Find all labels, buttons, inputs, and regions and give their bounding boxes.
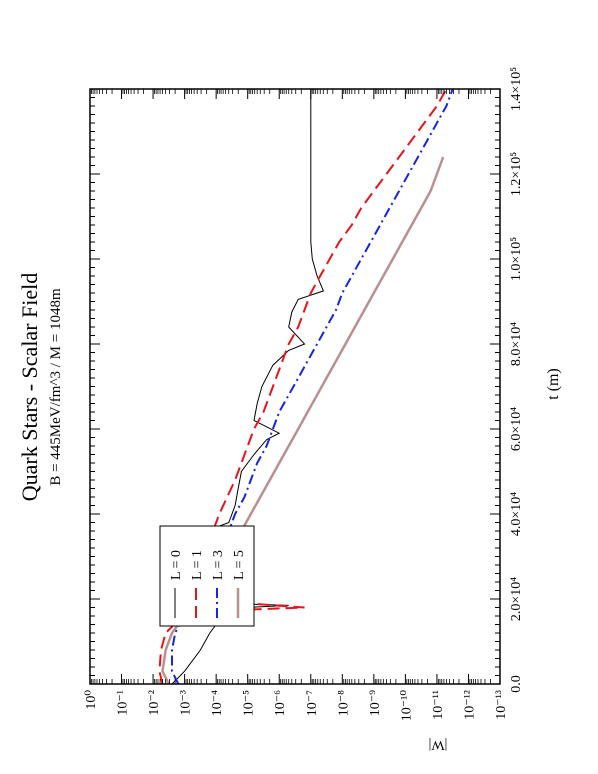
x-axis: 0.0 2.0×10⁴ 4.0×10⁴ 6.0×10⁴ 8.0×10⁴ 1.0×10⁵ 1.… [90,67,524,693]
y-axis: 10⁰ 10⁻¹ 10⁻² 10⁻³ 10⁻⁴ 10⁻⁵ 10⁻⁶ 10⁻⁷ 10⁻⁸ 10⁻⁹ 1… [84,89,509,721]
legend-box [159,525,255,627]
chart-subtitle: B = 445MeV/fm^3 / M = 1048m [48,288,64,486]
y-tick-label: 10⁻² [147,690,162,716]
legend-label: L = 1 [190,550,205,580]
y-tick-label: 10⁻⁹ [368,690,383,716]
x-tick-label: 1.4×10⁵ [509,67,524,111]
y-tick-label: 10⁻¹³ [494,690,509,720]
x-tick-label: 2.0×10⁴ [509,577,524,621]
x-tick-label: 1.0×10⁵ [509,237,524,281]
x-tick-label: 6.0×10⁴ [509,407,524,451]
x-tick-label: 0.0 [509,675,524,693]
x-tick-label: 8.0×10⁴ [509,322,524,366]
y-tick-label: 10⁻¹ [116,690,131,716]
y-tick-label: 10⁻¹⁰ [399,690,414,722]
y-tick-label: 10⁰ [84,690,99,710]
x-tick-label: 4.0×10⁴ [509,492,524,536]
legend-label: L = 0 [169,550,184,580]
y-tick-label: 10⁻⁵ [242,690,257,716]
y-axis-label: |W| [429,737,448,752]
plot-frame [89,88,501,685]
y-tick-label: 10⁻⁶ [273,690,288,716]
y-tick-label: 10⁻⁴ [210,690,225,716]
y-tick-label: 10⁻¹¹ [431,690,446,720]
series-line-l3 [171,89,454,684]
y-tick-label: 10⁻⁷ [305,690,320,716]
y-tick-label: 10⁻⁸ [336,690,351,716]
legend-label: L = 3 [211,550,226,580]
legend: L = 0 L = 1 L = 3 L = 5 [159,525,255,627]
y-tick-label: 10⁻¹² [462,690,477,720]
chart-title: Quark Stars - Scalar Field [17,273,42,502]
y-tick-label: 10⁻³ [179,690,194,716]
x-tick-label: 1.2×10⁵ [509,152,524,196]
x-axis-label: t (m) [545,368,562,400]
legend-label: L = 5 [232,550,247,580]
